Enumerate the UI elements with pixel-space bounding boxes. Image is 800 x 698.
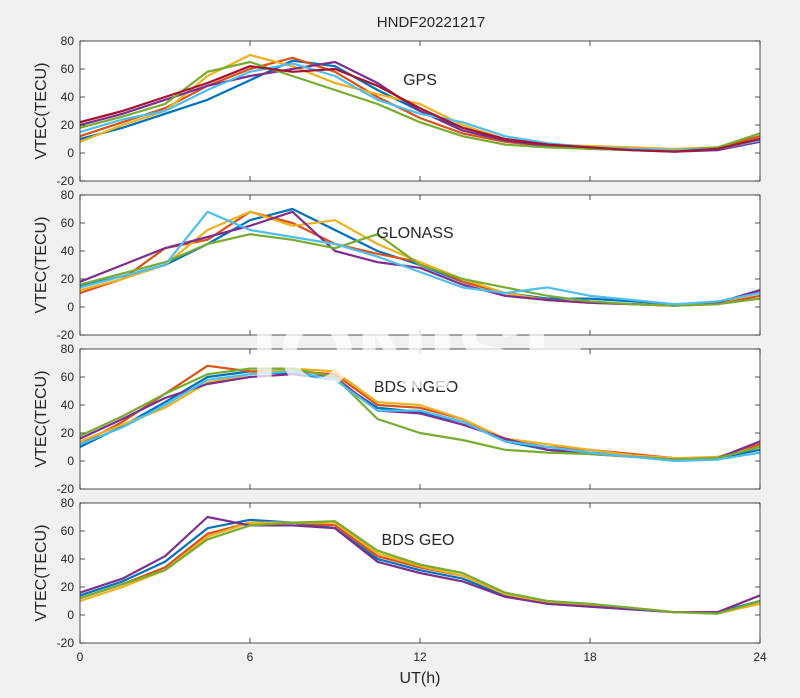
y-tick-label: 60 bbox=[61, 62, 75, 76]
plot-area bbox=[80, 349, 760, 489]
y-tick-label: 20 bbox=[61, 580, 75, 594]
y-tick-label: 80 bbox=[61, 496, 75, 510]
y-tick-label: -20 bbox=[57, 174, 75, 188]
y-tick-label: 40 bbox=[61, 552, 75, 566]
panel-1: -20 0 20 40 60 80 VTEC(TECU) GPS bbox=[33, 34, 761, 188]
y-tick-label: 20 bbox=[61, 426, 75, 440]
y-tick-label: 80 bbox=[61, 342, 75, 356]
y-tick-label: 20 bbox=[61, 118, 75, 132]
panel-3: -20 0 20 40 60 80 VTEC(TECU) BDS NGEO bbox=[33, 342, 761, 496]
y-tick-label: 40 bbox=[61, 398, 75, 412]
y-tick-label: 80 bbox=[61, 34, 75, 48]
y-axis-label: VTEC(TECU) bbox=[33, 63, 50, 160]
y-axis-label: VTEC(TECU) bbox=[33, 371, 50, 468]
y-tick-label: 0 bbox=[67, 454, 74, 468]
y-tick-label: 20 bbox=[61, 272, 75, 286]
panel-label: GPS bbox=[403, 72, 437, 89]
x-tick-label: 12 bbox=[413, 650, 427, 664]
series-group bbox=[80, 207, 760, 307]
series-line-6 bbox=[80, 370, 760, 463]
series-line-6 bbox=[80, 62, 760, 152]
y-tick-label: -20 bbox=[57, 482, 75, 496]
panel-2: -20 0 20 40 60 80 VTEC(TECU) GLONASS bbox=[33, 188, 761, 342]
series-line-5 bbox=[80, 520, 760, 615]
y-tick-label: 60 bbox=[61, 370, 75, 384]
series-line-7 bbox=[80, 65, 760, 153]
x-tick-label: 24 bbox=[753, 650, 767, 664]
panel-label: GLONASS bbox=[376, 225, 453, 242]
watermark: IONISE bbox=[251, 298, 590, 410]
x-tick-label: 6 bbox=[247, 650, 254, 664]
series-group bbox=[80, 515, 760, 615]
y-tick-label: -20 bbox=[57, 328, 75, 342]
figure-title: HNDF20221217 bbox=[377, 14, 485, 31]
series-line-6 bbox=[80, 210, 760, 306]
y-tick-label: 40 bbox=[61, 244, 75, 258]
y-tick-label: -20 bbox=[57, 636, 75, 650]
y-axis-label: VTEC(TECU) bbox=[33, 217, 50, 314]
y-axis-label: VTEC(TECU) bbox=[33, 525, 50, 622]
x-axis-label: UT(h) bbox=[400, 670, 441, 687]
y-tick-label: 0 bbox=[67, 300, 74, 314]
y-tick-label: 60 bbox=[61, 216, 75, 230]
y-tick-label: 80 bbox=[61, 188, 75, 202]
x-tick-label: 0 bbox=[77, 650, 84, 664]
series-group bbox=[80, 364, 760, 463]
series-line-3 bbox=[80, 367, 760, 460]
panel-label: BDS GEO bbox=[382, 532, 455, 549]
y-tick-label: 0 bbox=[67, 146, 74, 160]
series-group bbox=[80, 53, 760, 153]
y-tick-label: 40 bbox=[61, 90, 75, 104]
panel-label: BDS NGEO bbox=[374, 379, 458, 396]
x-tick-label: 18 bbox=[583, 650, 597, 664]
y-tick-label: 0 bbox=[67, 608, 74, 622]
y-tick-label: 60 bbox=[61, 524, 75, 538]
series-line-5 bbox=[80, 233, 760, 307]
